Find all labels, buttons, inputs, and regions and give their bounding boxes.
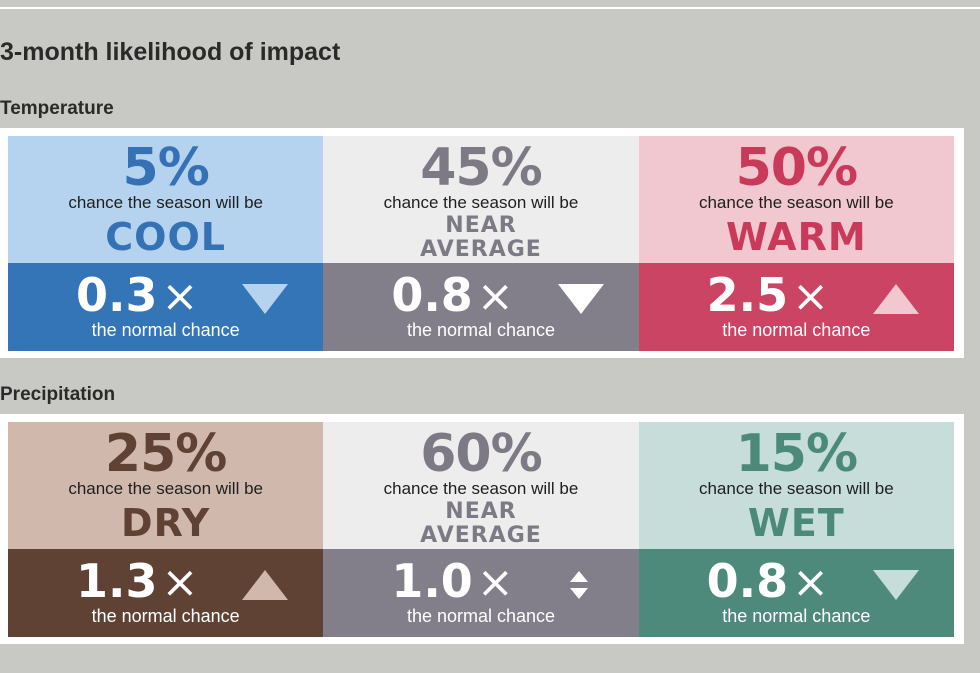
multiplier-number: 2.5 <box>706 268 789 322</box>
probability-percent: 50% <box>735 138 858 198</box>
normal-chance-text: the normal chance <box>722 320 871 340</box>
temperature-panel: 5% chance the season will be COOL 0.3× the n… <box>0 128 964 358</box>
multiplier-value: 0.8× <box>391 269 513 323</box>
card-probability-area: 60% chance the season will be NEAR AVERAGE <box>323 422 639 549</box>
category-line: COOL <box>105 215 227 259</box>
chance-text: chance the season will be <box>68 193 263 212</box>
category-line: WARM <box>725 215 867 259</box>
probability-percent: 15% <box>735 424 858 484</box>
outlook-card: 50% chance the season will be WARM 2.5× the … <box>638 136 954 351</box>
category-line: AVERAGE <box>420 523 542 548</box>
category-label: COOL <box>8 216 323 258</box>
card-multiplier-area: 0.8× the normal chance <box>323 263 639 351</box>
category-label: WET <box>639 502 954 544</box>
outlook-card: 15% chance the season will be WET 0.8× the n… <box>638 422 954 637</box>
category-label: NEAR AVERAGE <box>323 500 638 548</box>
card-multiplier-area: 0.3× the normal chance <box>8 263 324 351</box>
multiplier-number: 1.3 <box>76 554 158 608</box>
down-arrow-icon <box>242 284 289 314</box>
category-label: WARM <box>639 216 954 258</box>
times-symbol: × <box>792 557 830 608</box>
normal-chance-text: the normal chance <box>722 606 871 626</box>
multiplier-value: 1.0× <box>391 555 513 609</box>
down-arrow-icon <box>557 284 604 314</box>
probability-percent: 25% <box>104 424 227 484</box>
category-line: WET <box>747 501 845 545</box>
chance-text: chance the season will be <box>383 479 579 498</box>
precipitation-panel: 25% chance the season will be DRY 1.3× the n… <box>0 414 964 644</box>
multiplier-number: 1.0 <box>391 554 473 608</box>
card-multiplier-area: 1.0× the normal chance <box>323 549 639 637</box>
page-title: 3-month likelihood of impact <box>0 38 341 66</box>
card-probability-area: 45% chance the season will be NEAR AVERAGE <box>323 136 639 263</box>
multiplier-number: 0.8 <box>706 554 789 608</box>
card-probability-area: 50% chance the season will be WARM <box>638 136 954 263</box>
chance-text: chance the season will be <box>698 479 894 498</box>
outlook-card: 45% chance the season will be NEAR AVERAGE 0… <box>323 136 639 351</box>
category-label: DRY <box>8 502 323 544</box>
card-probability-area: 5% chance the season will be COOL <box>8 136 324 263</box>
normal-chance-text: the normal chance <box>91 320 240 340</box>
chance-text: chance the season will be <box>698 193 894 212</box>
multiplier-value: 1.3× <box>76 555 198 609</box>
category-line: NEAR <box>445 499 517 524</box>
down-arrow-icon <box>872 570 919 600</box>
up-arrow-icon <box>872 284 919 314</box>
chance-text: chance the season will be <box>68 479 263 498</box>
up-down-arrow-icon <box>569 571 588 599</box>
section-title-precipitation: Precipitation <box>0 384 116 405</box>
card-multiplier-area: 1.3× the normal chance <box>8 549 324 637</box>
normal-chance-text: the normal chance <box>91 606 240 626</box>
times-symbol: × <box>476 557 514 608</box>
card-probability-area: 15% chance the season will be WET <box>638 422 954 549</box>
normal-chance-text: the normal chance <box>406 606 556 626</box>
probability-percent: 60% <box>420 424 542 484</box>
outlook-card: 25% chance the season will be DRY 1.3× the n… <box>8 422 324 637</box>
probability-percent: 45% <box>420 138 542 198</box>
category-label: NEAR AVERAGE <box>323 214 638 262</box>
multiplier-value: 0.3× <box>76 269 198 323</box>
normal-chance-text: the normal chance <box>406 320 556 340</box>
multiplier-value: 0.8× <box>707 555 829 609</box>
category-line: AVERAGE <box>420 237 542 262</box>
multiplier-number: 0.8 <box>391 268 473 322</box>
times-symbol: × <box>161 557 199 608</box>
times-symbol: × <box>476 271 514 322</box>
card-multiplier-area: 2.5× the normal chance <box>638 263 954 351</box>
up-arrow-icon <box>242 570 289 600</box>
card-probability-area: 25% chance the season will be DRY <box>8 422 324 549</box>
times-symbol: × <box>792 271 830 322</box>
times-symbol: × <box>161 271 199 322</box>
probability-percent: 5% <box>122 138 210 198</box>
category-line: NEAR <box>445 213 517 238</box>
multiplier-value: 2.5× <box>707 269 829 323</box>
outlook-card: 5% chance the season will be COOL 0.3× the n… <box>8 136 324 351</box>
precipitation-cards: 25% chance the season will be DRY 1.3× the n… <box>8 422 954 637</box>
category-line: DRY <box>121 501 211 545</box>
multiplier-number: 0.3 <box>76 268 158 322</box>
temperature-cards: 5% chance the season will be COOL 0.3× the n… <box>8 136 954 351</box>
outlook-card: 60% chance the season will be NEAR AVERAGE 1… <box>323 422 639 637</box>
section-title-temperature: Temperature <box>0 98 114 119</box>
top-divider <box>0 7 980 9</box>
chance-text: chance the season will be <box>383 193 579 212</box>
card-multiplier-area: 0.8× the normal chance <box>638 549 954 637</box>
